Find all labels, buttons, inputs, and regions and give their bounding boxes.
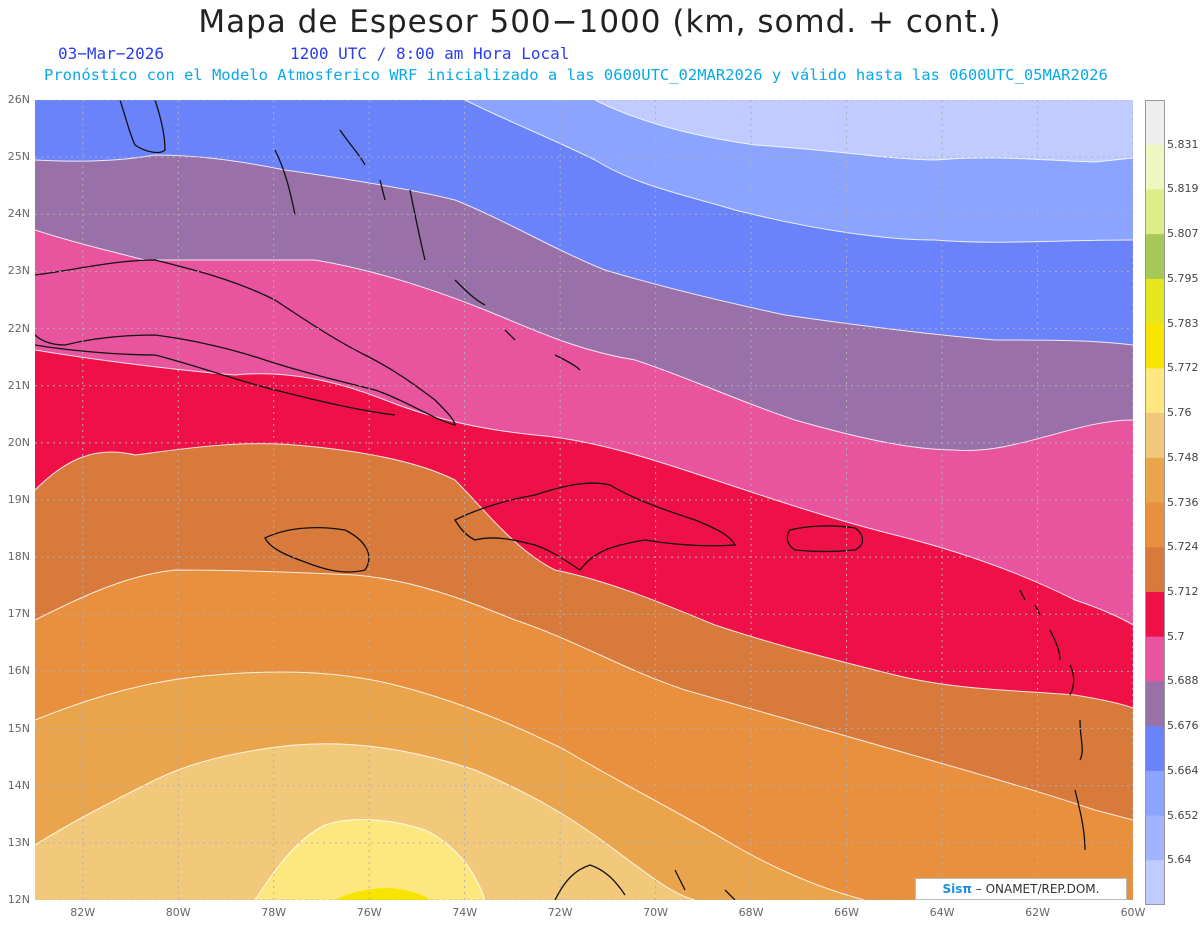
- lon-label: 64W: [929, 906, 955, 919]
- forecast-time: 1200 UTC / 8:00 am Hora Local: [290, 44, 570, 63]
- puerto-rico-coast: [786, 525, 864, 553]
- legend-swatch: [1145, 502, 1165, 548]
- florida-coast: [119, 100, 166, 154]
- lon-label: 68W: [738, 906, 764, 919]
- lon-label: 74W: [452, 906, 478, 919]
- lon-label: 62W: [1025, 906, 1050, 919]
- legend-swatch: [1145, 189, 1165, 235]
- legend-value: 5.664: [1167, 763, 1199, 777]
- lon-label: 80W: [165, 906, 191, 919]
- legend-value: 5.831: [1167, 137, 1199, 151]
- lat-label: 14N: [7, 778, 30, 792]
- legend-swatch: [1145, 234, 1165, 280]
- credit-box: Sisπ – ONAMET/REP.DOM.: [915, 878, 1127, 900]
- bahamas-islands: [274, 129, 581, 371]
- lon-label: 66W: [834, 906, 859, 919]
- lat-label: 22N: [7, 321, 30, 335]
- lon-label: 72W: [547, 906, 573, 919]
- thickness-map[interactable]: [35, 100, 1133, 900]
- lat-label: 18N: [7, 550, 30, 564]
- legend-value: 5.712: [1167, 584, 1199, 598]
- page-title: Mapa de Espesor 500−1000 (km, somd. + co…: [198, 4, 1002, 40]
- cuba-south-coast: [35, 344, 396, 416]
- legend-swatch: [1145, 457, 1165, 503]
- lat-label: 17N: [7, 607, 30, 621]
- sispi-logo: Sisπ: [942, 882, 972, 896]
- lat-label: 23N: [7, 264, 30, 278]
- lat-label: 19N: [7, 493, 30, 506]
- lat-label: 25N: [7, 150, 30, 164]
- legend-value: 5.676: [1167, 719, 1199, 733]
- legend-swatch: [1145, 860, 1165, 905]
- legend-swatch: [1145, 144, 1165, 190]
- contour-lines: [35, 100, 1133, 900]
- south-coast: [554, 864, 736, 900]
- lat-label: 20N: [7, 435, 30, 449]
- legend-value: 5.76: [1167, 406, 1192, 420]
- lat-label: 26N: [7, 93, 30, 106]
- band-5772: [335, 888, 430, 900]
- legend-value: 5.64: [1167, 853, 1192, 867]
- legend-value: 5.795: [1167, 271, 1199, 285]
- lon-label: 78W: [261, 906, 287, 919]
- lat-label: 21N: [7, 378, 30, 392]
- lat-label: 12N: [7, 893, 30, 906]
- lon-label: 82W: [70, 906, 96, 919]
- legend-value: 5.772: [1167, 361, 1199, 375]
- legend-swatch: [1145, 278, 1165, 325]
- hispaniola-coast: [454, 482, 737, 571]
- lon-label: 76W: [356, 906, 382, 919]
- forecast-date: 03−Mar−2026: [58, 44, 164, 63]
- legend-swatch: [1145, 100, 1165, 146]
- legend-swatch: [1145, 323, 1165, 369]
- lon-label: 70W: [643, 906, 669, 919]
- legend-value: 5.819: [1167, 182, 1199, 196]
- cuba-coast: [35, 259, 456, 426]
- credit-text: – ONAMET/REP.DOM.: [975, 882, 1100, 896]
- legend-swatch: [1145, 636, 1165, 682]
- legend-swatch: [1145, 591, 1165, 638]
- lon-label: 60W: [1120, 906, 1146, 919]
- legend-swatch: [1145, 368, 1165, 414]
- color-legend: [1145, 100, 1165, 905]
- legend-value: 5.748: [1167, 450, 1199, 464]
- legend-swatch: [1145, 770, 1165, 817]
- legend-value: 5.652: [1167, 808, 1199, 822]
- band-5760: [255, 819, 485, 900]
- legend-swatch: [1145, 681, 1165, 727]
- legend-value: 5.7: [1167, 629, 1185, 643]
- legend-value: 5.736: [1167, 495, 1199, 509]
- lat-label: 16N: [7, 664, 30, 678]
- legend-value: 5.783: [1167, 316, 1199, 330]
- legend-swatch: [1145, 815, 1165, 861]
- legend-swatch: [1145, 413, 1165, 459]
- legend-border: [1145, 100, 1165, 905]
- legend-swatch: [1145, 726, 1165, 772]
- legend-value: 5.724: [1167, 540, 1199, 554]
- lat-lon-grid: [35, 100, 1133, 900]
- legend-value: 5.688: [1167, 674, 1199, 688]
- lat-label: 15N: [7, 721, 30, 735]
- legend-swatch: [1145, 547, 1165, 593]
- jamaica-coast: [264, 526, 370, 573]
- coastlines: [35, 100, 1086, 900]
- lat-label: 13N: [7, 835, 30, 849]
- lat-label: 24N: [7, 207, 30, 221]
- legend-value: 5.807: [1167, 227, 1199, 241]
- model-info: Pronóstico con el Modelo Atmosferico WRF…: [44, 66, 1108, 84]
